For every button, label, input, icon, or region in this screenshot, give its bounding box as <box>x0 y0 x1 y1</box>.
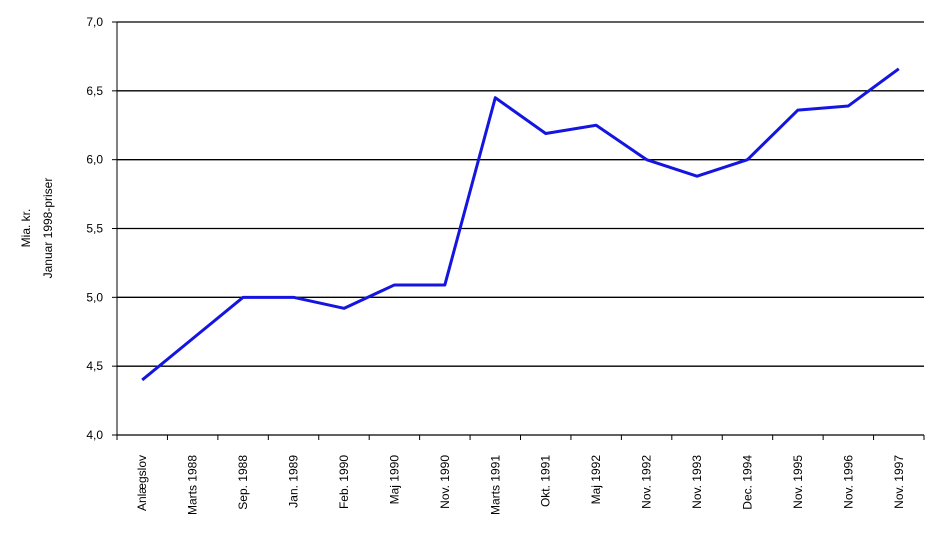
x-tick-label: Feb. 1990 <box>337 455 351 509</box>
x-tick-label: Maj 1990 <box>387 455 401 505</box>
y-tick-label: 5,5 <box>86 222 103 236</box>
x-tick-label: Nov. 1992 <box>640 455 654 509</box>
y-axis-label: Mia. kr. <box>19 209 33 248</box>
y-tick-label: 6,0 <box>86 153 103 167</box>
x-tick-label: Anlægslov <box>135 455 149 511</box>
x-tick-label: Marts 1988 <box>186 455 200 515</box>
y-tick-label: 5,0 <box>86 290 103 304</box>
x-tick-label: Dec. 1994 <box>740 455 754 510</box>
x-tick-label: Nov. 1996 <box>841 455 855 509</box>
x-tick-label: Sep. 1988 <box>236 455 250 510</box>
x-tick-label: Maj 1992 <box>589 455 603 505</box>
y-tick-label: 4,0 <box>86 428 103 442</box>
y-tick-label: 6,5 <box>86 84 103 98</box>
x-tick-label: Nov. 1995 <box>791 455 805 509</box>
y-axis-label: Januar 1998-priser <box>41 178 55 279</box>
x-tick-label: Okt. 1991 <box>539 455 553 507</box>
data-line <box>141 67 900 382</box>
x-tick-label: Nov. 1990 <box>438 455 452 509</box>
x-tick-label: Marts 1991 <box>488 455 502 515</box>
x-tick-label: Nov. 1993 <box>690 455 704 509</box>
y-tick-label: 7,0 <box>86 15 103 29</box>
y-tick-label: 4,5 <box>86 359 103 373</box>
x-tick-label: Jan. 1989 <box>287 455 301 508</box>
x-tick-label: Nov. 1997 <box>892 455 906 509</box>
